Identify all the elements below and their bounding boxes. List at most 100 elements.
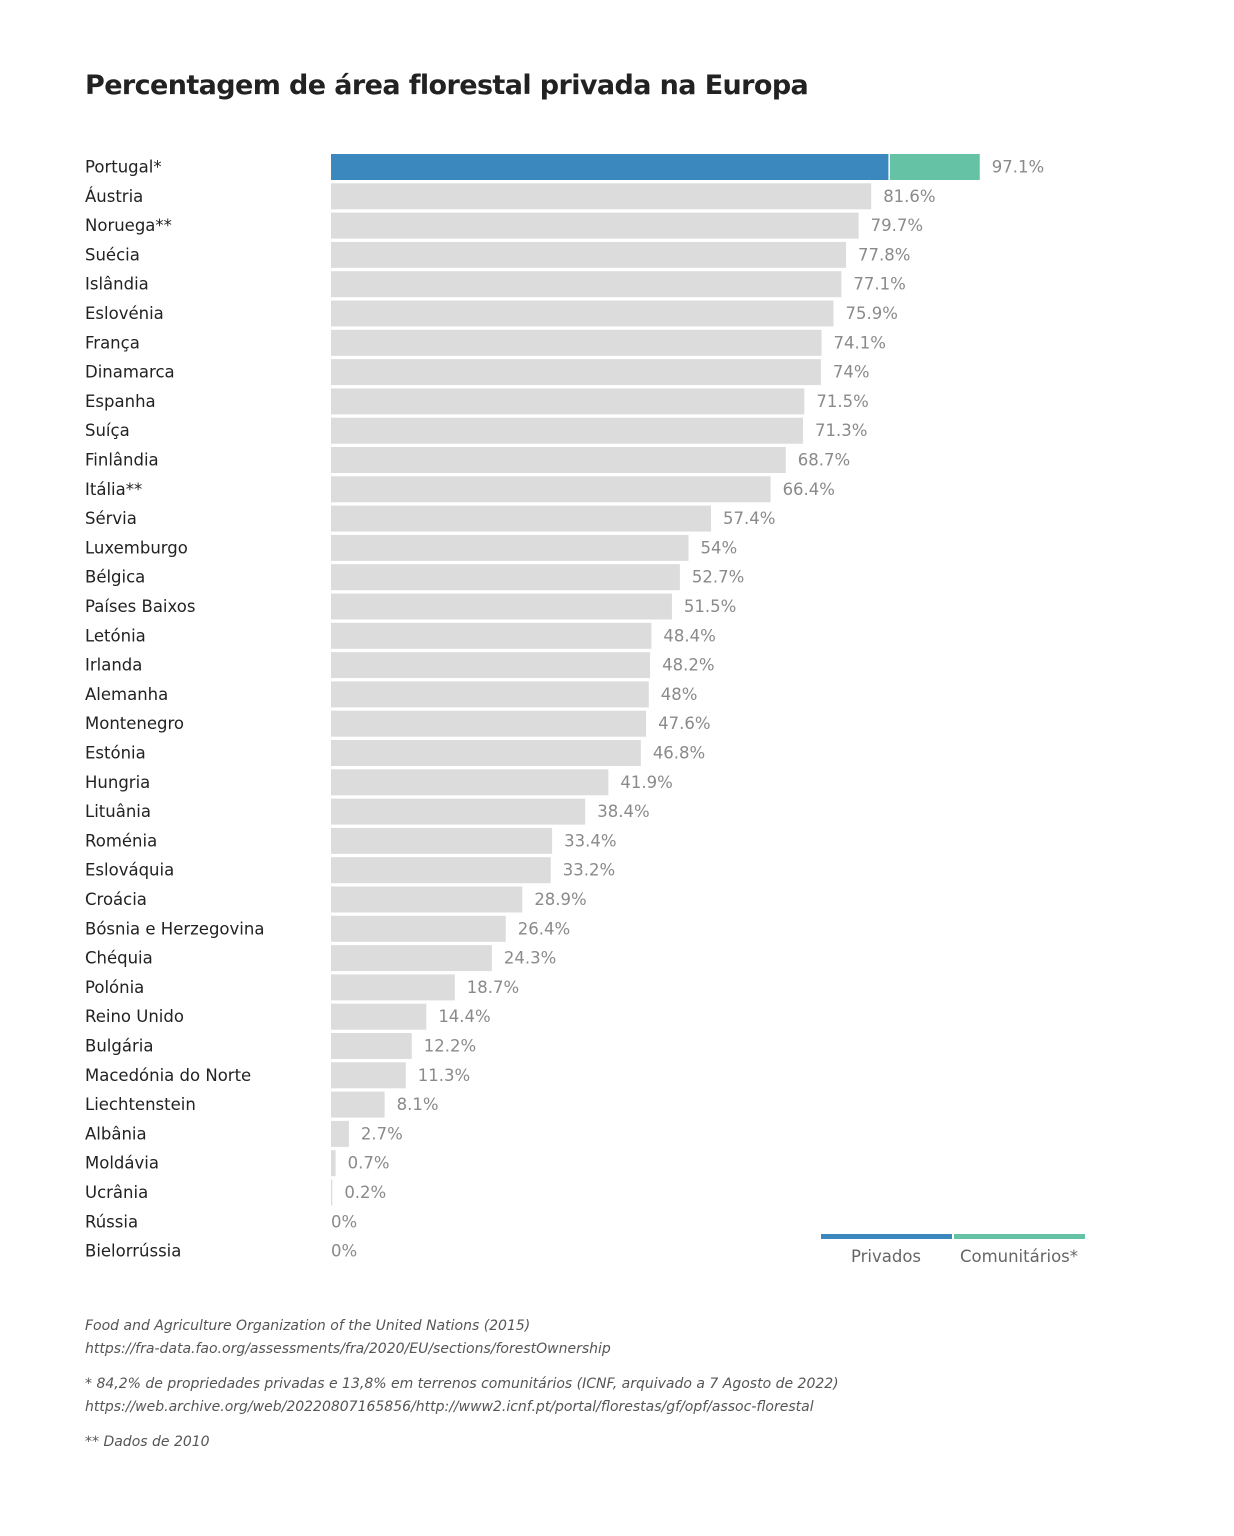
bar [331,710,647,737]
category-label: Roménia [85,831,157,850]
category-label: Luxemburgo [85,538,188,557]
category-label: Dinamarca [85,363,175,382]
value-label: 12.2% [424,1037,476,1056]
value-label: 74.1% [834,333,886,352]
value-label: 11.3% [418,1066,470,1085]
value-label: 54% [700,538,737,557]
value-label: 74% [833,363,870,382]
value-label: 47.6% [658,714,710,733]
value-label: 38.4% [597,802,649,821]
legend-swatch-comunitarios [954,1234,1085,1239]
bar-privados [331,154,889,180]
bar [331,652,651,679]
bar [331,1003,427,1030]
chart-title: Percentagem de área florestal privada na… [85,70,809,101]
category-label: Bélgica [85,568,145,587]
footnote-portugal: * 84,2% de propriedades privadas e 13,8%… [85,1373,1085,1419]
bar [331,564,680,591]
value-label: 28.9% [534,890,586,909]
value-label: 14.4% [438,1007,490,1026]
bar [331,945,492,972]
category-label: Sérvia [85,509,137,528]
bar [331,388,805,415]
category-label: Chéquia [85,949,153,968]
value-label: 48.4% [663,626,715,645]
bar [331,183,872,210]
category-label: Itália** [85,480,142,499]
category-label: Rússia [85,1212,138,1231]
value-label: 52.7% [692,568,744,587]
value-label: 81.6% [883,187,935,206]
value-label: 48.2% [662,656,714,675]
category-label: Países Baixos [85,597,195,616]
category-label: Liechtenstein [85,1095,196,1114]
bar [331,417,804,444]
value-label: 26.4% [518,919,570,938]
bar [331,447,786,473]
bar [331,329,822,356]
value-label: 0% [331,1212,357,1231]
value-label: 8.1% [397,1095,439,1114]
bar [331,1033,412,1059]
category-label: Estónia [85,744,146,763]
value-label: 75.9% [845,304,897,323]
category-label: Lituânia [85,802,151,821]
category-label: Hungria [85,773,150,792]
category-label: Bulgária [85,1037,153,1056]
footnote-portugal-line: * 84,2% de propriedades privadas e 13,8%… [85,1376,839,1392]
bar [331,857,551,884]
bar [331,359,821,386]
value-label: 68.7% [798,451,850,470]
category-label: Ucrânia [85,1183,148,1202]
bar [331,505,711,532]
category-label: Suíça [85,421,130,440]
bar [331,740,641,766]
footnote-portugal-url[interactable]: https://web.archive.org/web/202208071658… [85,1399,814,1415]
source-fao-line: Food and Agriculture Organization of the… [85,1318,531,1334]
category-label: Macedónia do Norte [85,1066,251,1085]
category-label: Bielorrússia [85,1242,181,1261]
legend-label-comunitarios: Comunitários* [960,1247,1078,1266]
value-label: 0.2% [344,1183,386,1202]
bar [331,1120,349,1147]
category-label: Alemanha [85,685,168,704]
bar [331,622,652,649]
value-label: 71.3% [815,421,867,440]
category-label: Montenegro [85,714,184,733]
value-label: 57.4% [723,509,775,528]
legend-swatch-privados [821,1234,952,1239]
value-label: 2.7% [361,1124,403,1143]
category-label: Finlândia [85,451,159,470]
category-label: Portugal* [85,158,162,177]
bar [331,271,842,298]
category-label: Islândia [85,275,149,294]
legend-label-privados: Privados [851,1247,921,1266]
bar [331,300,834,327]
category-label: Áustria [85,187,143,206]
category-label: Eslovénia [85,304,164,323]
category-label: Albânia [85,1124,147,1143]
category-label: Irlanda [85,656,142,675]
bar [331,974,455,1001]
category-label: Reino Unido [85,1007,184,1026]
value-label: 51.5% [684,597,736,616]
bar [331,915,506,942]
bar [331,886,523,913]
bar [331,769,609,796]
category-label: França [85,333,140,352]
source-fao-url[interactable]: https://fra-data.fao.org/assessments/fra… [85,1341,611,1357]
category-label: Suécia [85,245,140,264]
value-label: 97.1% [992,158,1044,177]
bar [331,681,649,708]
value-label: 48% [661,685,698,704]
bar [331,1062,406,1089]
bar [331,534,689,561]
sources-footnotes: Food and Agriculture Organization of the… [85,1315,1085,1466]
footnote-2010: ** Dados de 2010 [85,1431,1085,1454]
value-label: 33.4% [564,831,616,850]
bar [331,827,553,854]
value-label: 71.5% [816,392,868,411]
value-label: 0% [331,1242,357,1261]
category-label: Moldávia [85,1154,159,1173]
bar-chart: Portugal* 97.1% Áustria 81.6% Noruega** 79.7%… [85,154,1085,1266]
